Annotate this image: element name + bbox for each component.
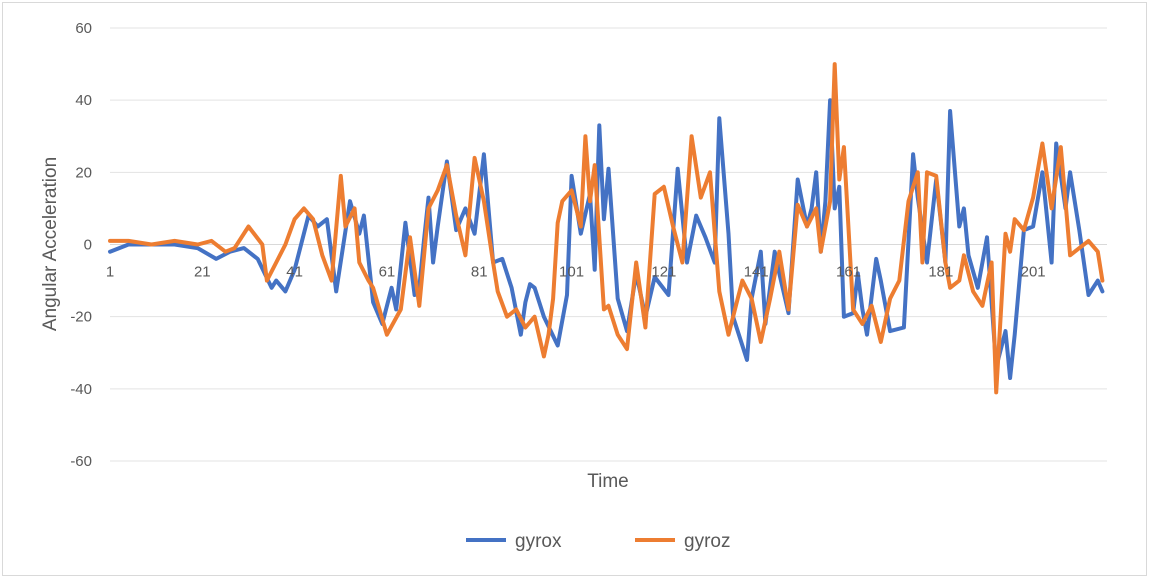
x-axis-ticks: 1 21 41 61 81 101 121 141 161 181 201 [106,264,1046,281]
x-tick-label: 181 [928,264,953,281]
x-tick-label: 121 [651,264,676,281]
y-axis-title: Angular Acceleration [40,157,61,331]
x-tick-label: 81 [471,264,488,281]
legend-label-gyroz: gyroz [684,531,730,552]
y-tick-label: -20 [70,309,92,326]
x-tick-label: 201 [1021,264,1046,281]
y-tick-label: 60 [75,20,92,37]
gridlines [110,27,1107,462]
y-tick-label: -40 [70,381,92,398]
x-tick-label: 101 [559,264,584,281]
x-tick-label: 1 [106,264,114,281]
y-tick-label: 20 [75,164,92,181]
x-tick-label: 21 [194,264,211,281]
x-axis-title: Time [587,471,629,492]
y-axis-ticks: 60 40 20 0 -20 -40 -60 [70,20,92,470]
y-tick-label: 0 [84,237,92,254]
x-tick-label: 41 [286,264,303,281]
x-tick-label: 61 [379,264,396,281]
x-tick-label: 161 [836,264,861,281]
legend: gyrox gyroz [466,531,730,552]
y-tick-label: 40 [75,92,92,109]
series-lines [108,62,1105,395]
series-line-gyroz [108,62,1105,395]
y-tick-label: -60 [70,453,92,470]
x-tick-label: 141 [744,264,769,281]
legend-label-gyrox: gyrox [515,531,562,552]
